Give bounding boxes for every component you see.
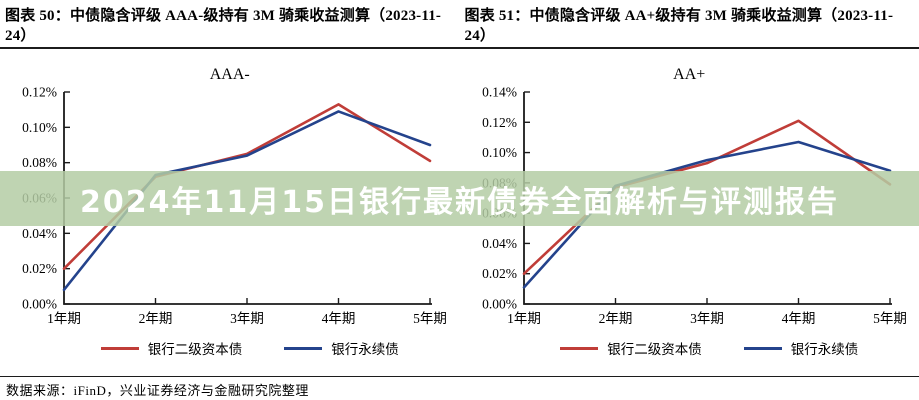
x-tick-label: 1年期 [507,311,541,326]
x-tick-label: 5年期 [873,311,907,326]
y-tick-label: 0.04% [22,226,57,241]
y-tick-label: 0.10% [482,145,517,160]
legend-label: 银行二级资本债 [607,342,702,357]
y-tick-label: 0.02% [482,266,517,281]
legend-item-0: 银行二级资本债 [560,338,702,358]
y-tick-label: 0.14% [482,85,517,100]
chart-title: AA+ [673,66,706,83]
x-tick-label: 3年期 [230,311,264,326]
y-tick-label: 0.08% [22,155,57,170]
x-tick-label: 1年期 [47,311,81,326]
y-tick-label: 0.10% [22,120,57,135]
x-tick-label: 4年期 [322,311,356,326]
x-tick-label: 3年期 [690,311,724,326]
axes [522,92,892,305]
y-tick-label: 0.12% [482,115,517,130]
line-chart: 0.00%0.02%0.04%0.06%0.08%0.10%0.12%1年期2年… [22,85,447,327]
chart-legend: 银行二级资本债 银行永续债 [500,338,919,358]
legend-item-1: 银行永续债 [743,338,859,358]
chart-legend: 银行二级资本债 银行永续债 [40,338,460,358]
legend-line-swatch [100,346,139,350]
x-tick-label: 5年期 [413,311,447,326]
legend-line-swatch [560,346,599,350]
x-tick-label: 2年期 [598,311,632,326]
legend-line-swatch [743,346,782,350]
figure-caption: 图表 50：中债隐含评级 AAA-级持有 3M 骑乘收益测算（2023-11-2… [5,8,442,44]
chart-title: AAA- [209,66,250,83]
y-tick-label: 0.12% [22,85,57,100]
x-tick-label: 2年期 [139,311,173,326]
figure-panel-left: 图表 50：中债隐含评级 AAA-级持有 3M 骑乘收益测算（2023-11-2… [5,8,460,358]
legend-label: 银行二级资本债 [147,342,243,357]
x-tick-label: 4年期 [781,311,815,326]
y-tick-label: 0.00% [482,297,517,312]
legend-label: 银行永续债 [331,342,399,357]
figure-caption: 图表 51：中债隐含评级 AA+级持有 3M 骑乘收益测算（2023-11-24… [464,8,894,44]
axes [63,92,432,305]
legend-label: 银行永续债 [790,342,859,357]
footer-divider [0,376,919,377]
header-divider [0,47,919,49]
y-tick-label: 0.02% [22,261,57,276]
legend-item-0: 银行二级资本债 [100,338,243,358]
watermark-banner: 2024年11月15日银行最新债券全面解析与评测报告 [0,171,919,226]
data-source-note: 数据来源：iFinD，兴业证券经济与金融研究院整理 [6,383,309,398]
y-tick-label: 0.04% [482,236,517,251]
legend-line-swatch [284,346,323,350]
y-tick-label: 0.00% [22,297,57,312]
legend-item-1: 银行永续债 [284,338,399,358]
